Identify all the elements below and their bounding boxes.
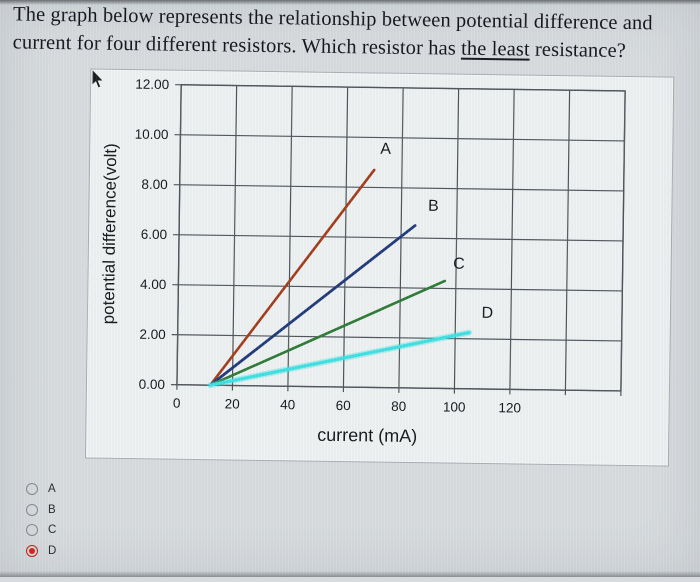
x-tick-label: 20 — [225, 396, 240, 411]
gridline-x-60 — [342, 87, 349, 393]
x-tick-label: 100 — [443, 399, 466, 414]
radio-c[interactable] — [26, 524, 38, 537]
gridline-x-140 — [564, 90, 571, 396]
y-tick-label: 6.00 — [141, 227, 167, 242]
chart-canvas: 0 20 40 60 80 100 120 0.00 2.00 4.00 6.00 8.00 10.00… — [99, 77, 626, 446]
gridline-x-120 — [509, 89, 515, 395]
gridline-y-4 — [172, 284, 623, 292]
option-c[interactable]: C — [26, 520, 56, 541]
question-text: The graph below represents the relations… — [13, 0, 700, 66]
series-line-C — [208, 279, 447, 387]
gridline-x-20 — [231, 85, 238, 391]
radio-d[interactable] — [26, 544, 38, 557]
gridline-x-40 — [287, 86, 293, 392]
x-tick-label: 80 — [391, 399, 406, 414]
series-label-B: B — [428, 198, 439, 215]
y-tick-label: 4.00 — [140, 277, 166, 292]
radio-b[interactable] — [26, 503, 38, 516]
x-tick-label: 0 — [173, 396, 181, 411]
y-axis-title: potential difference(volt) — [99, 143, 121, 324]
gridline-y-2 — [171, 334, 622, 342]
y-tick-label: 10.00 — [135, 127, 169, 142]
series-label-C: C — [453, 256, 465, 273]
y-tick-label: 12.00 — [135, 77, 169, 92]
option-d-label: D — [48, 544, 57, 557]
x-axis-title: current (mA) — [317, 425, 417, 446]
option-c-label: C — [48, 524, 57, 537]
mouse-cursor-icon — [91, 69, 105, 89]
option-b[interactable]: B — [26, 500, 56, 521]
y-tick-label: 8.00 — [141, 177, 167, 192]
question-underlined-phrase: the least — [460, 37, 530, 61]
x-tick-label: 120 — [498, 400, 521, 415]
option-a[interactable]: A — [26, 479, 56, 500]
gridline-y-8 — [173, 184, 624, 192]
plot-border — [176, 84, 626, 392]
series-line-D — [208, 330, 471, 387]
question-line1: The graph below represents the relations… — [12, 3, 653, 35]
radio-a[interactable] — [26, 483, 38, 496]
chart-panel: 0 20 40 60 80 100 120 0.00 2.00 4.00 6.00 8.00 10.00… — [84, 68, 675, 467]
question-line2-after: resistance? — [529, 38, 627, 63]
x-tick-label: 60 — [336, 398, 351, 413]
option-d[interactable]: D — [26, 541, 56, 562]
y-tick-label: 2.00 — [139, 327, 165, 342]
series-label-A: A — [380, 141, 391, 158]
gridline-x-100 — [453, 88, 460, 394]
x-tick-label: 40 — [280, 397, 295, 412]
y-tick-label: 0.00 — [139, 377, 165, 392]
answer-options: A B C D — [26, 479, 56, 561]
option-a-label: A — [48, 483, 56, 496]
question-line2-before: current for four different resistors. Wh… — [12, 31, 462, 60]
series-label-D: D — [482, 305, 494, 322]
series-line-A — [208, 168, 376, 387]
option-b-label: B — [48, 503, 56, 516]
gridline-x-80 — [398, 87, 404, 393]
gridline-y-10 — [174, 134, 625, 142]
series-line-B — [208, 224, 417, 387]
